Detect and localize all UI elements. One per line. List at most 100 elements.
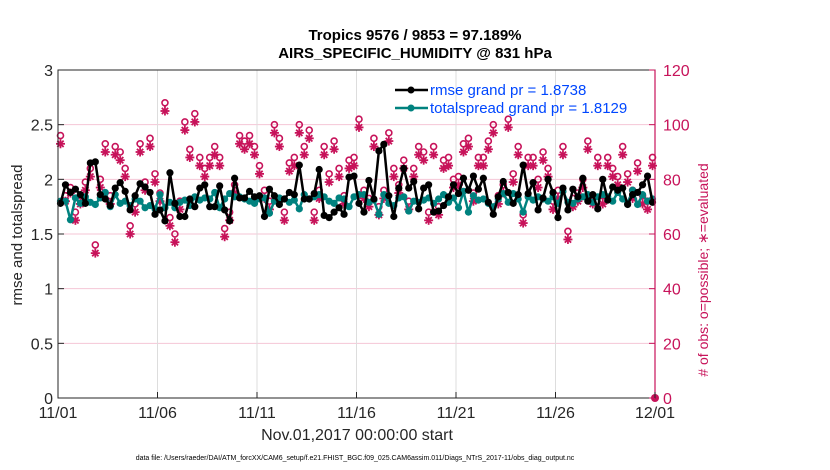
rmse-point — [141, 183, 149, 191]
rmse-point — [375, 147, 383, 155]
obs-evaluated-marker — [269, 128, 279, 138]
obs-evaluated-marker — [424, 215, 434, 225]
rmse-point — [325, 214, 333, 222]
rmse-point — [126, 206, 134, 214]
totalspread-point — [136, 197, 144, 205]
rmse-point — [589, 191, 597, 199]
y-tick-label-left: 0 — [44, 391, 53, 408]
obs-evaluated-marker — [185, 152, 195, 162]
obs-possible-marker — [270, 120, 279, 129]
obs-possible-marker — [633, 159, 642, 167]
obs-evaluated-marker — [419, 155, 429, 165]
obs-possible-marker — [593, 153, 602, 162]
rmse-point — [91, 158, 99, 166]
rmse-point — [574, 193, 582, 201]
totalspread-point — [633, 200, 642, 209]
rmse-point — [300, 195, 308, 203]
asterisk-stroke — [255, 170, 264, 178]
obs-possible-marker — [385, 129, 393, 137]
obs-possible-marker — [370, 134, 378, 143]
totalspread-point — [434, 195, 443, 203]
x-tick-label: 11/06 — [138, 405, 177, 422]
rmse-point — [599, 175, 607, 183]
totalspread-point — [66, 216, 75, 224]
rmse-point — [395, 184, 403, 192]
obs-possible-marker — [245, 131, 254, 140]
asterisk-stroke — [171, 238, 179, 246]
rmse-point — [405, 184, 413, 192]
asterisk-stroke — [643, 205, 652, 214]
asterisk-stroke — [504, 123, 513, 132]
asterisk-stroke — [484, 145, 493, 154]
asterisk-stroke — [325, 178, 333, 186]
obs-evaluated-marker — [120, 172, 130, 182]
rmse-point — [216, 182, 224, 190]
obs-evaluated-marker — [254, 169, 264, 179]
obs-evaluated-marker — [170, 237, 180, 247]
x-tick-label: 11/11 — [238, 405, 276, 422]
rmse-point — [514, 191, 522, 199]
obs-possible-marker — [429, 142, 438, 151]
rmse-point — [310, 189, 318, 198]
legend: rmse grand pr = 1.8738 totalspread grand… — [395, 82, 627, 117]
obs-possible-marker — [399, 156, 408, 164]
rmse-point — [643, 172, 652, 180]
obs-possible-marker — [91, 241, 100, 249]
obs-possible-marker — [220, 224, 229, 233]
obs-possible-marker — [111, 142, 120, 151]
rmse-point — [335, 204, 343, 212]
obs-possible-marker — [290, 153, 299, 162]
obs-possible-marker — [414, 142, 423, 151]
asterisk-stroke — [91, 249, 100, 257]
rmse-point — [484, 198, 492, 206]
y-tick-label-right: 80 — [663, 172, 681, 189]
y-tick-label-right: 120 — [663, 63, 690, 80]
rmse-point — [211, 203, 219, 211]
asterisk-stroke — [101, 148, 110, 156]
totalspread-point — [295, 205, 303, 213]
rmse-point — [509, 199, 517, 207]
obs-possible-marker — [409, 164, 418, 173]
asterisk-stroke — [419, 156, 428, 164]
x-axis-label: Nov.01,2017 00:00:00 start — [261, 427, 453, 444]
rmse-point — [171, 199, 179, 207]
obs-possible-marker — [310, 208, 319, 216]
asterisk-stroke — [335, 172, 343, 181]
obs-evaluated-marker — [309, 215, 319, 225]
totalspread-point — [76, 199, 84, 207]
obs-possible-marker — [524, 153, 532, 162]
rmse-point — [469, 172, 478, 180]
rmse-point — [489, 210, 497, 218]
y-tick-label-left: 1 — [44, 282, 53, 299]
obs-possible-marker — [618, 142, 627, 151]
obs-possible-marker — [330, 137, 338, 145]
rmse-point — [569, 185, 577, 193]
y-tick-label-right: 0 — [663, 391, 672, 408]
chart-title-line2: AIRS_SPECIFIC_HUMIDITY @ 831 hPa — [278, 45, 552, 62]
obs-possible-marker — [613, 172, 622, 181]
asterisk-stroke — [220, 232, 229, 241]
rmse-point — [529, 179, 537, 187]
rmse-point — [231, 174, 239, 182]
rmse-point — [295, 161, 303, 169]
totalspread-point — [330, 199, 338, 207]
rmse-point — [499, 177, 507, 186]
obs-possible-marker — [355, 115, 363, 123]
rmse-point — [648, 198, 657, 206]
rmse-point — [444, 193, 453, 201]
asterisk-stroke — [181, 126, 189, 134]
rmse-point — [584, 197, 592, 205]
obs-evaluated-marker — [90, 248, 100, 258]
rmse-point — [96, 191, 104, 199]
y-tick-label-left: 2.5 — [31, 118, 53, 135]
obs-possible-marker — [215, 153, 224, 162]
obs-possible-marker — [146, 134, 154, 143]
obs-possible-marker — [539, 148, 547, 156]
obs-possible-marker — [514, 142, 522, 151]
obs-evaluated-marker — [190, 117, 200, 127]
rmse-point — [71, 185, 80, 193]
obs-possible-marker — [295, 120, 304, 129]
obs-evaluated-marker — [180, 125, 190, 135]
rmse-point — [305, 195, 313, 203]
obs-possible-marker — [235, 131, 244, 140]
